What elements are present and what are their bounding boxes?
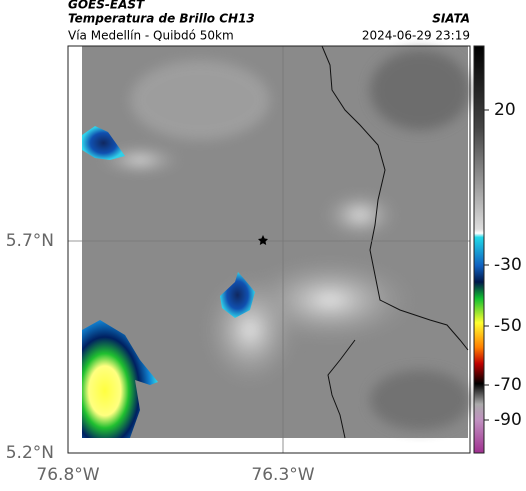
lat-label: 5.7°N bbox=[6, 231, 54, 251]
timestamp: 2024-06-29 23:19 bbox=[362, 29, 470, 43]
colorbar-tick-label: 20 bbox=[494, 100, 516, 120]
colorbar-tick-label: -70 bbox=[494, 375, 522, 395]
colorbar bbox=[473, 45, 485, 454]
org-label: SIATA bbox=[432, 12, 470, 26]
product-title: Temperatura de Brillo CH13 bbox=[68, 12, 255, 26]
subtitle: Vía Medellín - Quibdó 50km bbox=[68, 29, 234, 43]
lat-label: 5.2°N bbox=[6, 443, 54, 463]
lon-label: 76.3°W bbox=[251, 465, 314, 485]
satellite-image bbox=[67, 45, 471, 454]
colorbar-tick-label: -50 bbox=[494, 316, 522, 336]
lon-label: 76.8°W bbox=[36, 465, 99, 485]
colorbar-tick-label: -30 bbox=[494, 255, 522, 275]
colorbar-tick-label: -90 bbox=[494, 410, 522, 430]
source-label: GOES-EAST bbox=[68, 0, 145, 12]
